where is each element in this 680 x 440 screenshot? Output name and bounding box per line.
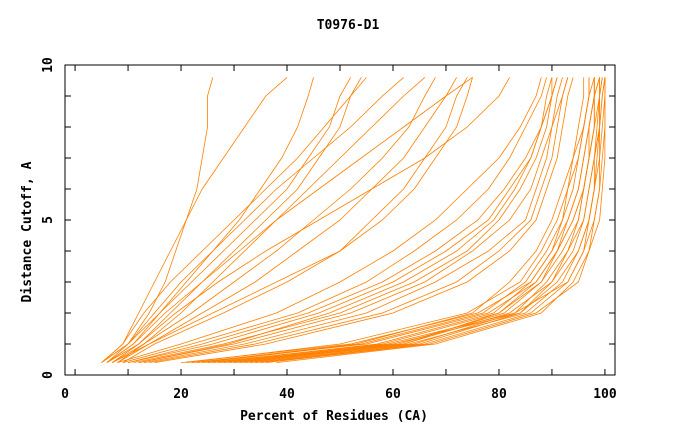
y-axis-label: Distance Cutoff, A (20, 161, 35, 302)
series-line-25 (117, 77, 542, 363)
x-axis-label: Percent of Residues (CA) (240, 409, 428, 424)
series-line-4 (191, 77, 600, 363)
series-line-12 (265, 77, 606, 363)
series-line-28 (138, 77, 553, 363)
series-line-24 (143, 77, 563, 363)
series-line-27 (128, 77, 553, 363)
y-tick-label: 10 (41, 57, 56, 73)
series-line-7 (180, 77, 595, 363)
series-line-41 (111, 77, 510, 363)
x-tick-label: 80 (491, 387, 507, 402)
x-tick-label: 20 (173, 387, 189, 402)
series-line-30 (106, 77, 362, 363)
series-line-33 (117, 77, 457, 363)
x-tick-label: 60 (385, 387, 401, 402)
series-line-17 (196, 77, 585, 363)
y-tick-label: 5 (41, 216, 56, 224)
series-line-9 (212, 77, 590, 363)
chart-title: T0976-D1 (317, 18, 380, 33)
series-line-23 (133, 77, 558, 363)
series-line-14 (186, 77, 590, 363)
series-lines (101, 77, 606, 363)
x-tick-label: 40 (279, 387, 295, 402)
series-line-22 (122, 77, 547, 363)
x-tick-label: 0 (61, 387, 69, 402)
series-line-1 (233, 77, 606, 363)
x-tick-label: 100 (593, 387, 617, 402)
series-line-34 (106, 77, 351, 363)
series-line-35 (112, 77, 473, 363)
series-line-29 (101, 77, 214, 363)
y-tick-label: 0 (41, 371, 56, 379)
series-line-21 (149, 77, 569, 363)
series-line-38 (106, 77, 473, 363)
series-line-36 (101, 77, 404, 363)
series-line-32 (101, 77, 367, 363)
axis-ticks: 0 20 40 60 80 100 0 5 10 (41, 57, 617, 402)
series-line-37 (122, 77, 468, 363)
series-line-19 (138, 77, 569, 363)
series-line-18 (244, 77, 595, 363)
series-line-31 (111, 77, 436, 363)
series-line-40 (101, 77, 288, 363)
series-line-26 (154, 77, 574, 363)
series-line-6 (249, 77, 603, 363)
series-line-39 (117, 77, 426, 363)
series-line-15 (255, 77, 600, 363)
series-line-11 (202, 77, 595, 363)
series-line-42 (106, 77, 314, 363)
series-line-16 (218, 77, 600, 363)
